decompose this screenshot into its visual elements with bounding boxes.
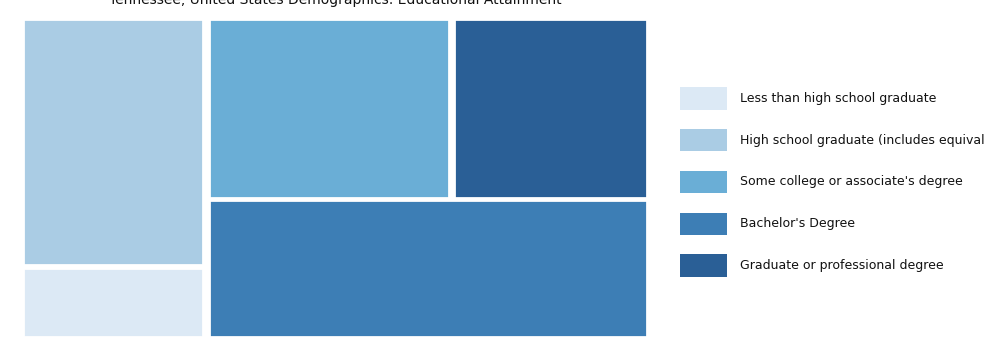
Text: Tennessee, United States Demographics: Educational Attainment: Tennessee, United States Demographics: E… bbox=[108, 0, 561, 7]
Text: Graduate or professional degree: Graduate or professional degree bbox=[740, 259, 944, 272]
Text: Bachelor's Degree: Bachelor's Degree bbox=[740, 217, 855, 230]
Text: Less than high school graduate: Less than high school graduate bbox=[740, 92, 936, 105]
Text: High school graduate (includes equivalency): High school graduate (includes equivalen… bbox=[740, 134, 985, 147]
Text: Some college or associate's degree: Some college or associate's degree bbox=[740, 175, 962, 189]
